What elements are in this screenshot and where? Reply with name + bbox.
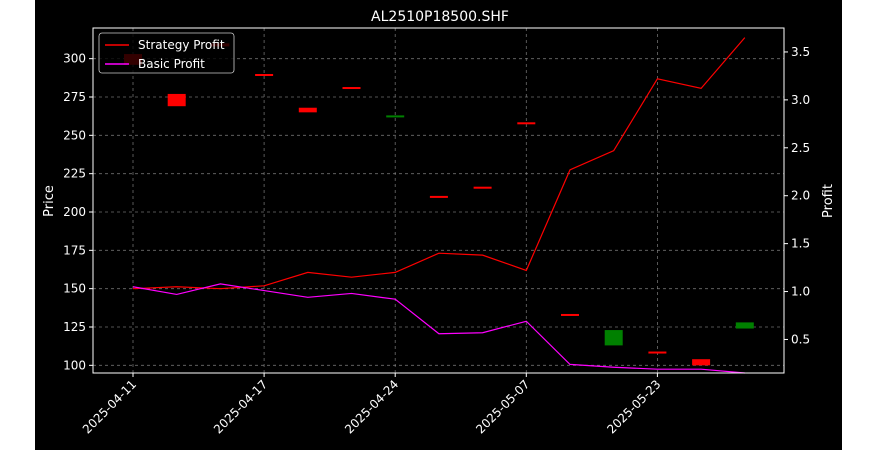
left-tick-label: 250 [63,128,86,142]
right-tick-label: 0.5 [791,332,810,346]
candle-body [255,74,274,76]
chart-figure: AL2510P18500.SHF 100 125 150 175 200 225 250 27… [35,0,842,450]
right-axis-ticks: 0.5 1.0 1.5 2.0 2.5 3.0 3.5 [784,45,810,346]
x-axis-ticks: 2025-04-11 2025-04-17 2025-04-24 2025-05-07… [80,373,664,436]
candle-body [473,186,492,189]
left-tick-label: 275 [63,90,86,104]
x-tick-label: 2025-04-11 [80,377,139,436]
legend-label: Strategy Profit [138,38,225,52]
x-tick-label: 2025-04-24 [342,377,401,436]
candle-body [692,359,711,366]
y-axis-label-left: Price [42,185,57,217]
left-tick-label: 125 [63,320,86,334]
y-axis-label-right: Profit [821,184,836,218]
right-tick-label: 2.0 [791,189,810,203]
right-tick-label: 2.5 [791,141,810,155]
candle-body [517,122,536,125]
candles [124,43,754,366]
x-tick-label: 2025-04-17 [211,377,270,436]
right-tick-label: 3.0 [791,93,810,107]
legend-label: Basic Profit [138,57,205,71]
candle-body [386,115,405,118]
right-tick-label: 3.5 [791,45,810,59]
candle-body [429,195,448,198]
candle-body [298,107,317,113]
right-tick-label: 1.0 [791,285,810,299]
candle-body [561,313,579,316]
axes-frame [92,27,785,374]
legend-box [98,32,235,74]
left-tick-label: 150 [63,282,86,296]
legend: Strategy Profit Basic Profit [98,32,235,74]
candle-body [648,351,667,354]
series-line-basic-profit [132,283,745,374]
x-tick-label: 2025-05-23 [604,377,663,436]
chart-svg: AL2510P18500.SHF 100 125 150 175 200 225 250 27… [42,9,836,436]
series-line-strategy-profit [132,37,746,290]
candle-body [342,87,361,90]
profit-lines [132,37,746,374]
candle-body [604,330,623,346]
left-tick-label: 175 [63,243,86,257]
left-axis-ticks: 100 125 150 175 200 225 250 275 300 [63,52,93,372]
grid-lines [93,28,784,373]
left-tick-label: 200 [63,205,86,219]
chart-title: AL2510P18500.SHF [371,9,509,25]
left-tick-label: 225 [63,167,86,181]
right-tick-label: 1.5 [791,237,810,251]
left-tick-label: 100 [63,358,86,372]
left-tick-label: 300 [63,52,86,66]
candle-body [735,322,754,329]
x-tick-label: 2025-05-07 [473,377,532,436]
candle-body [167,93,186,107]
